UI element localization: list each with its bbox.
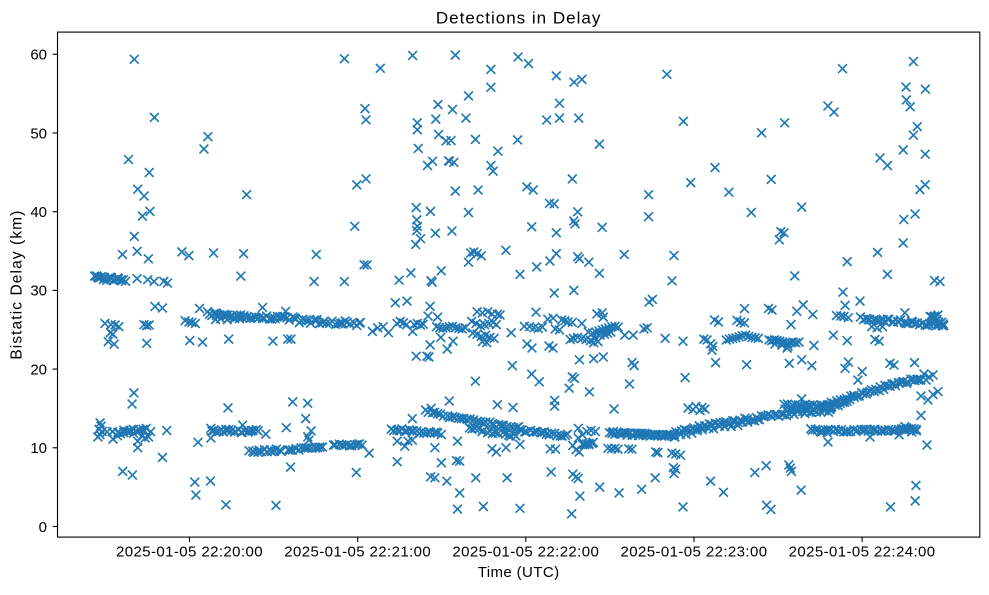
svg-text:10: 10 bbox=[30, 440, 47, 457]
svg-text:20: 20 bbox=[30, 361, 47, 378]
svg-text:2025-01-05 22:23:00: 2025-01-05 22:23:00 bbox=[621, 544, 768, 561]
svg-text:2025-01-05 22:21:00: 2025-01-05 22:21:00 bbox=[284, 544, 431, 561]
svg-text:30: 30 bbox=[30, 283, 47, 300]
svg-text:2025-01-05 22:22:00: 2025-01-05 22:22:00 bbox=[452, 544, 599, 561]
svg-text:40: 40 bbox=[30, 204, 47, 221]
svg-text:2025-01-05 22:20:00: 2025-01-05 22:20:00 bbox=[116, 544, 263, 561]
svg-text:2025-01-05 22:24:00: 2025-01-05 22:24:00 bbox=[789, 544, 936, 561]
svg-text:Time (UTC): Time (UTC) bbox=[478, 564, 560, 581]
svg-text:60: 60 bbox=[30, 47, 47, 64]
svg-text:Bistatic Delay (km): Bistatic Delay (km) bbox=[9, 210, 26, 360]
svg-text:50: 50 bbox=[30, 125, 47, 142]
svg-text:Detections in Delay: Detections in Delay bbox=[436, 9, 601, 28]
svg-text:0: 0 bbox=[39, 519, 47, 536]
